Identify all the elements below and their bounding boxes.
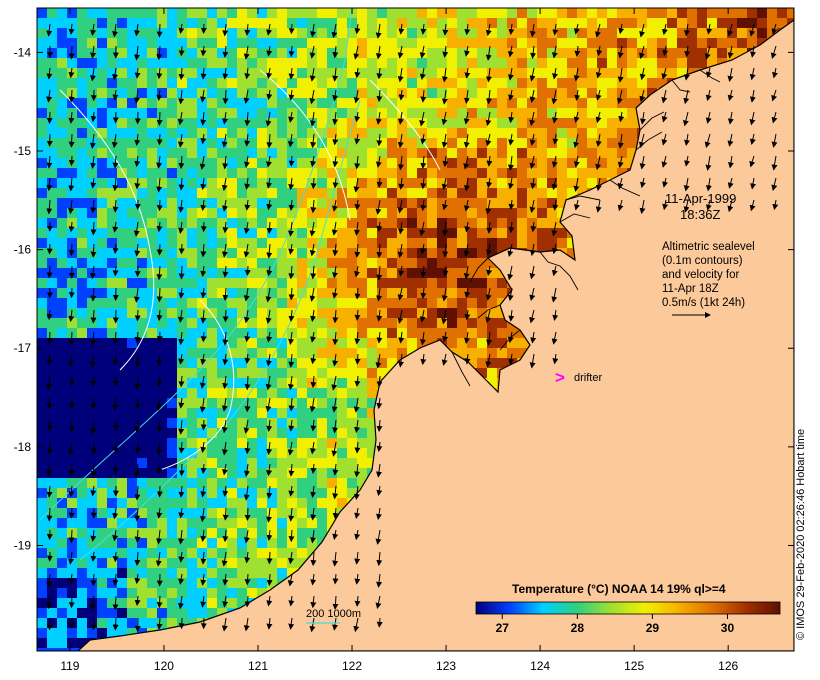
- lon-tick-label: 120: [154, 659, 174, 673]
- longitude-axis: 119 120 121 122 123 124 125 126: [60, 8, 739, 673]
- legend-line-3: and velocity for: [662, 269, 740, 281]
- credit-text: © IMOS 29-Feb-2020 02:26:46 Hobart time: [795, 428, 807, 640]
- lat-tick-label: -17: [14, 341, 32, 355]
- colorbar-tick-label: 28: [571, 621, 585, 635]
- lon-tick-label: 119: [60, 659, 79, 673]
- colorbar-tick-label: 30: [721, 621, 735, 635]
- velocity-vectors: [45, 23, 779, 633]
- colorbar: Temperature (°C) NOAA 14 19% ql>=4 27 28 2…: [475, 582, 781, 635]
- legend-line-4: 11-Apr 18Z: [662, 283, 719, 295]
- velocity-legend: Altimetric sealevel (0.1m contours) and …: [662, 241, 755, 318]
- land-mass: [77, 8, 794, 651]
- map-frame: [36, 7, 795, 652]
- legend-line-1: Altimetric sealevel: [662, 241, 755, 253]
- colorbar-title: Temperature (°C) NOAA 14 19% ql>=4: [512, 582, 726, 596]
- lat-tick-label: -19: [14, 538, 32, 552]
- lon-tick-label: 126: [718, 659, 738, 673]
- colorbar-ticks: 27 28 29 30: [496, 614, 735, 635]
- colorbar-tick-label: 27: [496, 621, 510, 635]
- drifter-label: drifter: [574, 372, 602, 384]
- drifter-marker: >: [555, 368, 565, 387]
- image-date: 11-Apr-1999: [665, 191, 736, 206]
- lon-tick-label: 121: [248, 659, 268, 673]
- lon-tick-label: 125: [624, 659, 644, 673]
- sealevel-contours: [59, 69, 441, 471]
- lon-tick-label: 124: [530, 659, 550, 673]
- lat-tick-label: -14: [14, 45, 32, 59]
- isobath-legend-label: 200 1000m: [306, 608, 361, 620]
- lon-tick-label: 122: [342, 659, 362, 673]
- legend-line-2: (0.1m contours): [662, 255, 743, 267]
- latitude-axis: -14 -15 -16 -17 -18 -19: [14, 45, 794, 552]
- lat-tick-label: -15: [14, 144, 32, 158]
- image-time: 18:36Z: [680, 207, 721, 222]
- lat-tick-label: -16: [14, 243, 32, 257]
- lon-tick-label: 123: [436, 659, 456, 673]
- colorbar-tick-label: 29: [646, 621, 660, 635]
- legend-line-5: 0.5m/s (1kt 24h): [662, 297, 745, 309]
- colorbar-gradient: [475, 601, 781, 615]
- lat-tick-label: -18: [14, 440, 32, 454]
